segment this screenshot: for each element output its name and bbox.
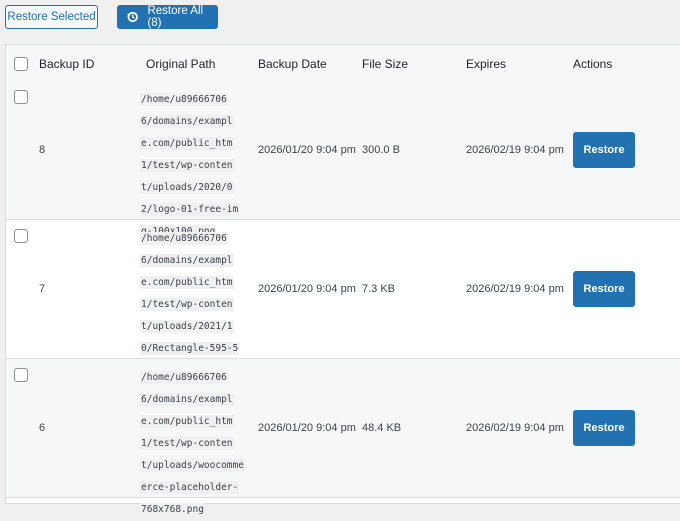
backup-id: 7 (39, 283, 46, 295)
path-line: 6/domains/exampl (140, 393, 234, 406)
backup-date: 2026/01/20 9:04 pm (258, 144, 356, 156)
table-row: 6 /home/u89666706 6/domains/exampl e.com/p… (6, 359, 680, 516)
file-size: 48.4 KB (362, 422, 402, 434)
restore-button[interactable]: Restore (573, 132, 635, 168)
backups-table: Backup ID Original Path Backup Date File… (5, 44, 680, 516)
backup-date: 2026/01/20 9:04 pm (258, 422, 356, 434)
table-row: 8 /home/u89666706 6/domains/exampl e.com/p… (6, 81, 680, 238)
path-line: 6/domains/exampl (140, 254, 234, 267)
path-line: t/uploads/2020/0 (140, 181, 234, 194)
path-line: e.com/public_htm (140, 415, 234, 428)
path-line: 1/test/wp-conten (140, 159, 234, 172)
original-path: /home/u89666706 6/domains/exampl e.com/pub… (140, 367, 252, 521)
path-line: e.com/public_htm (140, 137, 234, 150)
path-line: t/uploads/2021/1 (140, 320, 234, 333)
restore-all-label: Restore All (8) (147, 5, 204, 29)
path-line: 1/test/wp-conten (140, 437, 234, 450)
restore-selected-button[interactable]: Restore Selected (5, 5, 98, 29)
restore-button[interactable]: Restore (573, 271, 635, 307)
path-line: t/uploads/woocomme (140, 459, 245, 472)
header-expires: Expires (466, 57, 507, 71)
table-row: 7 /home/u89666706 6/domains/exampl e.com/p… (6, 220, 680, 377)
path-line: 768x768.png (140, 503, 205, 516)
path-line: 0/Rectangle-595-5 (140, 342, 240, 355)
backup-date: 2026/01/20 9:04 pm (258, 283, 356, 295)
header-backup-date: Backup Date (258, 57, 327, 71)
path-line: /home/u89666706 (140, 93, 228, 106)
header-original-path: Original Path (146, 57, 216, 71)
restore-all-button[interactable]: Restore All (8) (117, 5, 218, 29)
file-size: 7.3 KB (362, 283, 396, 295)
path-line: /home/u89666706 (140, 371, 228, 384)
path-line: erce-placeholder- (140, 481, 240, 494)
header-file-size: File Size (362, 57, 409, 71)
original-path: /home/u89666706 6/domains/exampl e.com/pub… (140, 89, 252, 243)
backup-id: 6 (39, 422, 46, 434)
path-line: 1/test/wp-conten (140, 298, 234, 311)
history-icon (127, 11, 138, 23)
row-checkbox[interactable] (14, 229, 28, 243)
path-line: /home/u89666706 (140, 232, 228, 245)
expires: 2026/02/19 9:04 pm (466, 283, 564, 295)
row-checkbox[interactable] (14, 368, 28, 382)
header-backup-id: Backup ID (39, 57, 95, 71)
restore-button[interactable]: Restore (573, 410, 635, 446)
row-checkbox[interactable] (14, 90, 28, 104)
path-line: 6/domains/exampl (140, 115, 234, 128)
file-size: 300.0 B (362, 144, 400, 156)
path-line: 2/logo-01-free-im (140, 203, 240, 216)
path-line: e.com/public_htm (140, 276, 234, 289)
backup-id: 8 (39, 144, 46, 156)
select-all-checkbox[interactable] (14, 57, 28, 71)
expires: 2026/02/19 9:04 pm (466, 422, 564, 434)
expires: 2026/02/19 9:04 pm (466, 144, 564, 156)
header-actions: Actions (573, 57, 613, 71)
table-header: Backup ID Original Path Backup Date File… (6, 45, 680, 82)
